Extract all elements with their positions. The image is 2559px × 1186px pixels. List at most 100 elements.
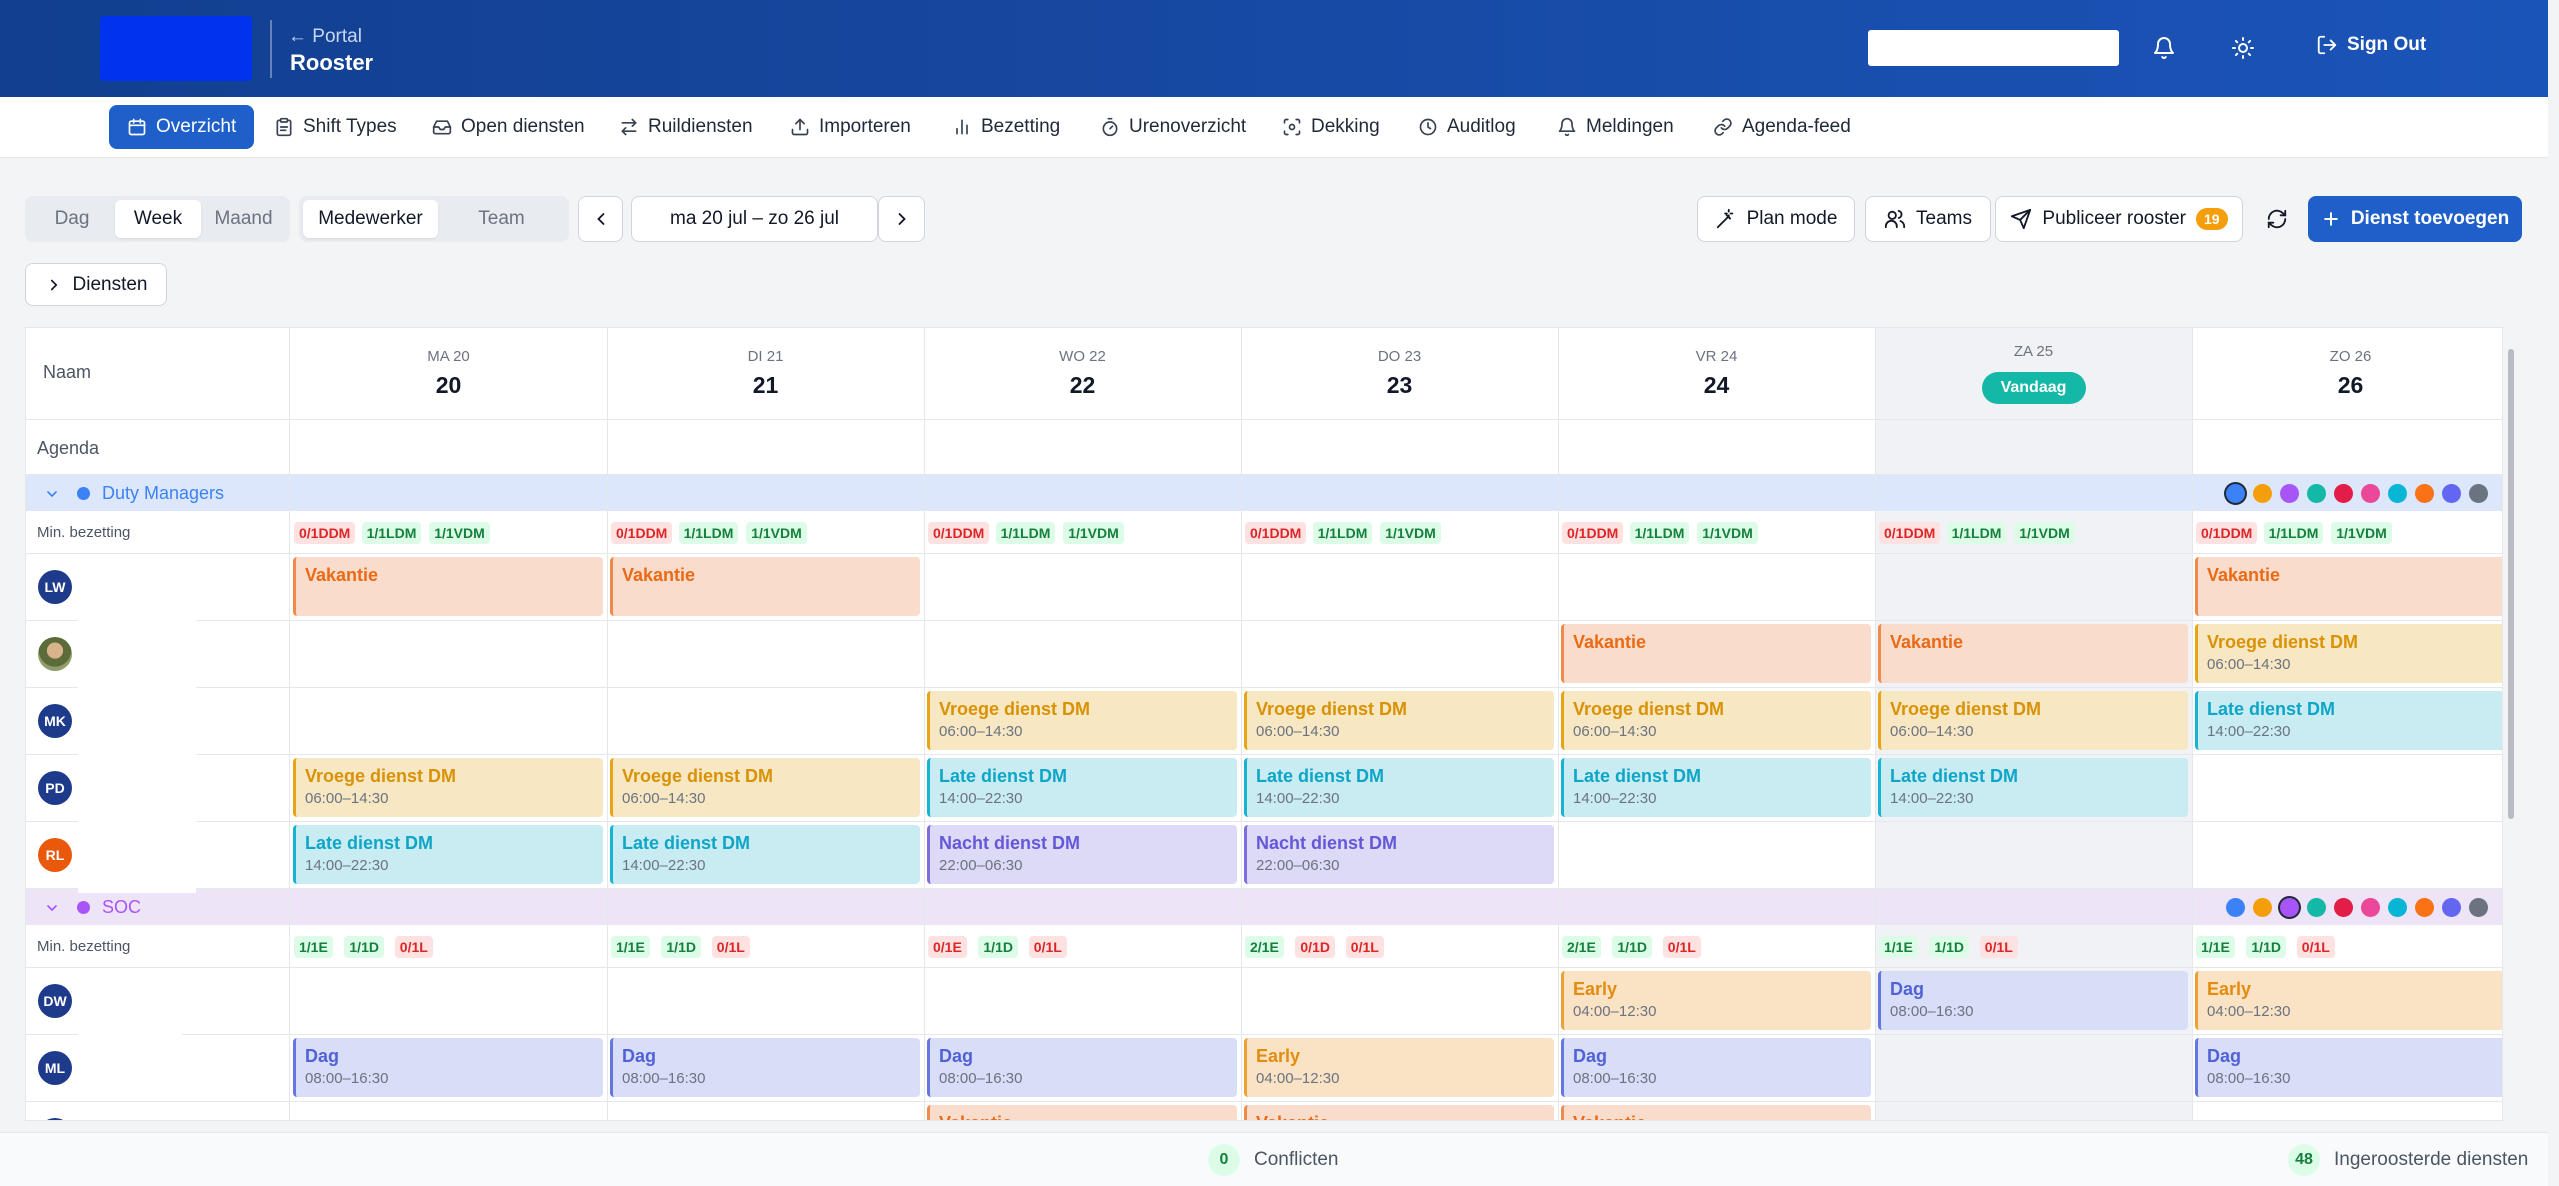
group-color-option[interactable]	[2442, 484, 2461, 503]
company-logo[interactable]	[100, 16, 252, 81]
nav-overzicht[interactable]: Overzicht	[109, 105, 255, 149]
group-color-option[interactable]	[2334, 898, 2353, 917]
group-color-option[interactable]	[2415, 898, 2434, 917]
group-color-option[interactable]	[2361, 484, 2380, 503]
group-color-option[interactable]	[2280, 898, 2299, 917]
theme-toggle-sun-icon[interactable]	[2225, 30, 2261, 66]
shift-card[interactable]: Vroege dienst DM 06:00–14:30	[610, 758, 920, 817]
refresh-button[interactable]	[2253, 196, 2300, 242]
nav-open-diensten[interactable]: Open diensten	[432, 105, 585, 149]
nav-ruildiensten[interactable]: Ruildiensten	[619, 105, 753, 149]
employee-avatar[interactable]: PD	[38, 771, 72, 805]
conflicts-label: Conflicten	[1254, 1149, 1339, 1170]
seg-dag[interactable]: Dag	[54, 208, 90, 229]
shift-card[interactable]: Vakantie	[1244, 1105, 1554, 1120]
back-to-portal-link[interactable]: ← Portal	[288, 26, 362, 47]
shift-card[interactable]: Vroege dienst DM 06:00–14:30	[1561, 691, 1871, 750]
previous-week-button[interactable]	[578, 196, 623, 242]
shift-card[interactable]: Late dienst DM 14:00–22:30	[927, 758, 1237, 817]
group-color-option[interactable]	[2442, 898, 2461, 917]
group-color-option[interactable]	[2469, 484, 2488, 503]
shift-card[interactable]: Early 04:00–12:30	[1244, 1038, 1554, 1097]
nav-agenda-feed[interactable]: Agenda-feed	[1713, 105, 1851, 149]
shift-card[interactable]: Vroege dienst DM 06:00–14:30	[293, 758, 603, 817]
nav-shift-types[interactable]: Shift Types	[274, 105, 397, 149]
avatar-photo[interactable]	[38, 637, 72, 671]
shift-card[interactable]: Dag 08:00–16:30	[1561, 1038, 1871, 1097]
employee-avatar[interactable]: ML	[38, 1051, 72, 1085]
shift-card[interactable]: Vakantie	[610, 557, 920, 616]
shift-card[interactable]: Dag 08:00–16:30	[2195, 1038, 2502, 1097]
services-toggle-button[interactable]: Diensten	[25, 263, 167, 306]
group-color-option[interactable]	[2226, 484, 2245, 503]
group-color-option[interactable]	[2253, 898, 2272, 917]
nav-urenoverzicht[interactable]: Urenoverzicht	[1100, 105, 1246, 149]
sign-out-button[interactable]: Sign Out	[2316, 34, 2426, 56]
nav-meldingen[interactable]: Meldingen	[1557, 105, 1674, 149]
group-color-option[interactable]	[2280, 484, 2299, 503]
shift-card[interactable]: Late dienst DM 14:00–22:30	[1878, 758, 2188, 817]
employee-avatar[interactable]: MK	[38, 704, 72, 738]
employee-avatar[interactable]	[38, 1118, 72, 1120]
shift-card[interactable]: Vroege dienst DM 06:00–14:30	[2195, 624, 2502, 683]
nav-bezetting[interactable]: Bezetting	[952, 105, 1060, 149]
group-color-option[interactable]	[2307, 484, 2326, 503]
shift-card[interactable]: Vakantie	[2195, 557, 2502, 616]
shift-card[interactable]: Vakantie	[1561, 1105, 1871, 1120]
shift-card[interactable]: Vakantie	[293, 557, 603, 616]
shift-card[interactable]: Vakantie	[927, 1105, 1237, 1120]
chevron-down-icon[interactable]	[44, 486, 60, 502]
nav-auditlog[interactable]: Auditlog	[1418, 105, 1516, 149]
shift-card[interactable]: Dag 08:00–16:30	[293, 1038, 603, 1097]
shift-card[interactable]: Dag 08:00–16:30	[1878, 971, 2188, 1030]
seg-week[interactable]: Week	[115, 200, 201, 238]
plan-mode-button[interactable]: Plan mode	[1697, 196, 1855, 242]
shift-card[interactable]: Early 04:00–12:30	[1561, 971, 1871, 1030]
group-color-option[interactable]	[2469, 898, 2488, 917]
grid-scrollbar[interactable]	[2505, 327, 2517, 1121]
group-color-option[interactable]	[2334, 484, 2353, 503]
shift-card[interactable]: Late dienst DM 14:00–22:30	[610, 825, 920, 884]
group-header-duty-managers[interactable]: Duty Managers	[26, 475, 2502, 511]
seg-team[interactable]: Team	[478, 208, 525, 229]
employee-avatar[interactable]: DW	[38, 984, 72, 1018]
seg-medewerker[interactable]: Medewerker	[303, 200, 438, 238]
bell-icon[interactable]	[2146, 30, 2182, 66]
employee-avatar[interactable]: LW	[38, 570, 72, 604]
next-week-button[interactable]	[878, 196, 925, 242]
group-color-option[interactable]	[2388, 898, 2407, 917]
chevron-down-icon[interactable]	[44, 900, 60, 916]
shift-card[interactable]: Late dienst DM 14:00–22:30	[2195, 691, 2502, 750]
shift-card[interactable]: Late dienst DM 14:00–22:30	[293, 825, 603, 884]
group-color-option[interactable]	[2253, 484, 2272, 503]
publish-schedule-button[interactable]: Publiceer rooster 19	[1995, 196, 2243, 242]
min-staffing-chip: 2/1E	[1245, 936, 1284, 958]
shift-card[interactable]: Early 04:00–12:30	[2195, 971, 2502, 1030]
group-color-option[interactable]	[2307, 898, 2326, 917]
shift-card[interactable]: Dag 08:00–16:30	[927, 1038, 1237, 1097]
shift-card[interactable]: Vakantie	[1878, 624, 2188, 683]
header-search-box[interactable]	[1868, 30, 2119, 66]
shift-card[interactable]: Vroege dienst DM 06:00–14:30	[1878, 691, 2188, 750]
nav-dekking[interactable]: Dekking	[1282, 105, 1380, 149]
date-range-picker[interactable]: ma 20 jul – zo 26 jul	[631, 196, 878, 242]
shift-card[interactable]: Vroege dienst DM 06:00–14:30	[927, 691, 1237, 750]
group-color-option[interactable]	[2361, 898, 2380, 917]
teams-button[interactable]: Teams	[1865, 196, 1991, 242]
shift-card[interactable]: Vroege dienst DM 06:00–14:30	[1244, 691, 1554, 750]
group-color-option[interactable]	[2415, 484, 2434, 503]
shift-card[interactable]: Dag 08:00–16:30	[610, 1038, 920, 1097]
shift-card[interactable]: Late dienst DM 14:00–22:30	[1561, 758, 1871, 817]
scrollbar-thumb[interactable]	[2508, 349, 2514, 819]
add-shift-button[interactable]: Dienst toevoegen	[2308, 196, 2522, 242]
group-color-option[interactable]	[2226, 898, 2245, 917]
shift-card[interactable]: Nacht dienst DM 22:00–06:30	[927, 825, 1237, 884]
group-header-soc[interactable]: SOC	[26, 889, 2502, 925]
shift-card[interactable]: Vakantie	[1561, 624, 1871, 683]
group-color-option[interactable]	[2388, 484, 2407, 503]
employee-avatar[interactable]: RL	[38, 838, 72, 872]
nav-importeren[interactable]: Importeren	[790, 105, 911, 149]
shift-card[interactable]: Nacht dienst DM 22:00–06:30	[1244, 825, 1554, 884]
shift-card[interactable]: Late dienst DM 14:00–22:30	[1244, 758, 1554, 817]
seg-maand[interactable]: Maand	[214, 208, 273, 229]
